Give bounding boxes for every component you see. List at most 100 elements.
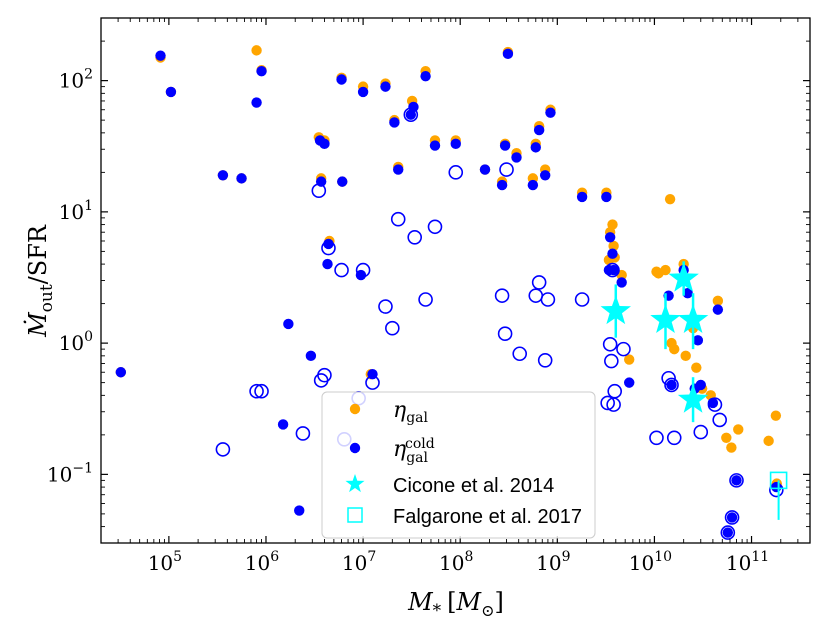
data-point-open bbox=[321, 240, 336, 256]
data-point bbox=[217, 170, 229, 181]
series-falgarone-et-al-2017 bbox=[769, 471, 788, 520]
data-point bbox=[607, 248, 618, 259]
data-point bbox=[624, 377, 635, 388]
data-point-open bbox=[403, 107, 419, 122]
data-point-open bbox=[693, 424, 709, 440]
data-point-open bbox=[254, 383, 269, 399]
data-point bbox=[337, 176, 348, 187]
data-point-open bbox=[602, 336, 618, 352]
x-tick-label: 1011 bbox=[726, 549, 769, 575]
data-point-open bbox=[497, 326, 513, 341]
data-point bbox=[660, 264, 671, 276]
data-point-open bbox=[390, 211, 406, 227]
legend: ηgal ηgalcold Cicone et al. 2014 Falgaro… bbox=[321, 391, 596, 539]
data-point bbox=[692, 335, 704, 346]
data-point bbox=[608, 264, 619, 276]
data-point bbox=[607, 219, 618, 230]
data-point-open bbox=[574, 292, 590, 307]
data-point-open bbox=[512, 346, 528, 362]
data-point bbox=[624, 354, 635, 365]
data-point-star bbox=[677, 304, 709, 333]
data-point-open bbox=[317, 367, 332, 383]
data-point-open bbox=[311, 183, 327, 198]
data-point-open bbox=[494, 288, 510, 303]
data-point-open bbox=[355, 262, 371, 278]
data-point-open bbox=[607, 383, 623, 399]
data-point bbox=[604, 232, 616, 243]
legend-marker-star bbox=[345, 474, 365, 493]
data-point-open bbox=[334, 262, 349, 278]
data-point bbox=[420, 71, 431, 82]
data-point-open bbox=[537, 352, 553, 368]
data-point bbox=[682, 288, 693, 299]
series-eta-gal-cold-open bbox=[215, 107, 784, 540]
data-point bbox=[733, 424, 744, 435]
data-point-open bbox=[249, 383, 264, 399]
data-point bbox=[408, 101, 419, 113]
data-point bbox=[669, 343, 680, 355]
legend-label-eta-gal-cold: ηgalcold bbox=[393, 436, 435, 466]
data-point bbox=[511, 152, 522, 163]
x-tick-label: 106 bbox=[245, 549, 279, 575]
data-point bbox=[770, 410, 782, 421]
data-point bbox=[294, 505, 305, 516]
data-point bbox=[277, 419, 289, 430]
data-point bbox=[616, 277, 627, 288]
data-point-open bbox=[418, 292, 433, 307]
data-point-open bbox=[720, 525, 736, 540]
axis-ticks: 105 106 107 108 109 1010 1011 10−1 100 101 102 bbox=[47, 17, 811, 575]
data-point-star bbox=[668, 262, 699, 292]
data-point-open bbox=[448, 165, 464, 180]
data-point-open bbox=[769, 482, 784, 498]
data-point-open bbox=[427, 219, 443, 235]
data-point-open bbox=[724, 510, 740, 525]
data-point-open bbox=[295, 426, 311, 441]
data-point bbox=[680, 350, 691, 362]
data-point bbox=[393, 164, 404, 175]
y-tick-label: 102 bbox=[59, 67, 93, 93]
data-point bbox=[664, 193, 676, 205]
data-point bbox=[763, 435, 774, 447]
x-tick-label: 108 bbox=[439, 549, 473, 575]
x-tick-label: 107 bbox=[342, 549, 376, 575]
data-marks bbox=[115, 45, 788, 540]
data-point-open bbox=[215, 442, 231, 457]
data-point bbox=[576, 191, 588, 203]
data-point bbox=[305, 350, 317, 362]
data-point bbox=[545, 107, 556, 118]
legend-marker-circle bbox=[349, 442, 361, 454]
data-point bbox=[380, 81, 391, 92]
legend-label-falgarone: Falgarone et al. 2017 bbox=[393, 506, 582, 528]
data-point bbox=[530, 142, 541, 153]
data-point-open bbox=[712, 412, 727, 428]
data-point bbox=[722, 527, 734, 538]
data-point-open bbox=[540, 292, 556, 307]
data-point-open bbox=[649, 430, 664, 446]
data-point bbox=[165, 86, 177, 98]
data-point bbox=[479, 164, 491, 175]
data-point bbox=[251, 45, 262, 56]
legend-label-eta-gal: ηgal bbox=[393, 398, 428, 426]
data-point bbox=[496, 179, 508, 191]
data-point-square bbox=[769, 471, 788, 490]
data-point-open bbox=[407, 230, 423, 245]
data-point bbox=[695, 379, 706, 391]
data-point-star bbox=[600, 295, 631, 325]
data-point bbox=[389, 117, 400, 128]
data-point bbox=[608, 240, 619, 252]
legend-markers bbox=[345, 403, 365, 523]
data-point-open bbox=[664, 377, 679, 393]
data-point bbox=[712, 304, 724, 315]
data-point bbox=[601, 191, 612, 203]
data-point-open bbox=[378, 299, 393, 314]
data-point bbox=[283, 318, 294, 330]
data-point bbox=[355, 269, 367, 281]
data-point bbox=[712, 295, 724, 307]
x-tick-label: 109 bbox=[536, 549, 570, 575]
data-point bbox=[527, 179, 539, 191]
data-point bbox=[336, 74, 347, 85]
legend-label-cicone: Cicone et al. 2014 bbox=[393, 475, 554, 497]
data-point-open bbox=[666, 430, 682, 446]
data-point bbox=[429, 140, 441, 151]
